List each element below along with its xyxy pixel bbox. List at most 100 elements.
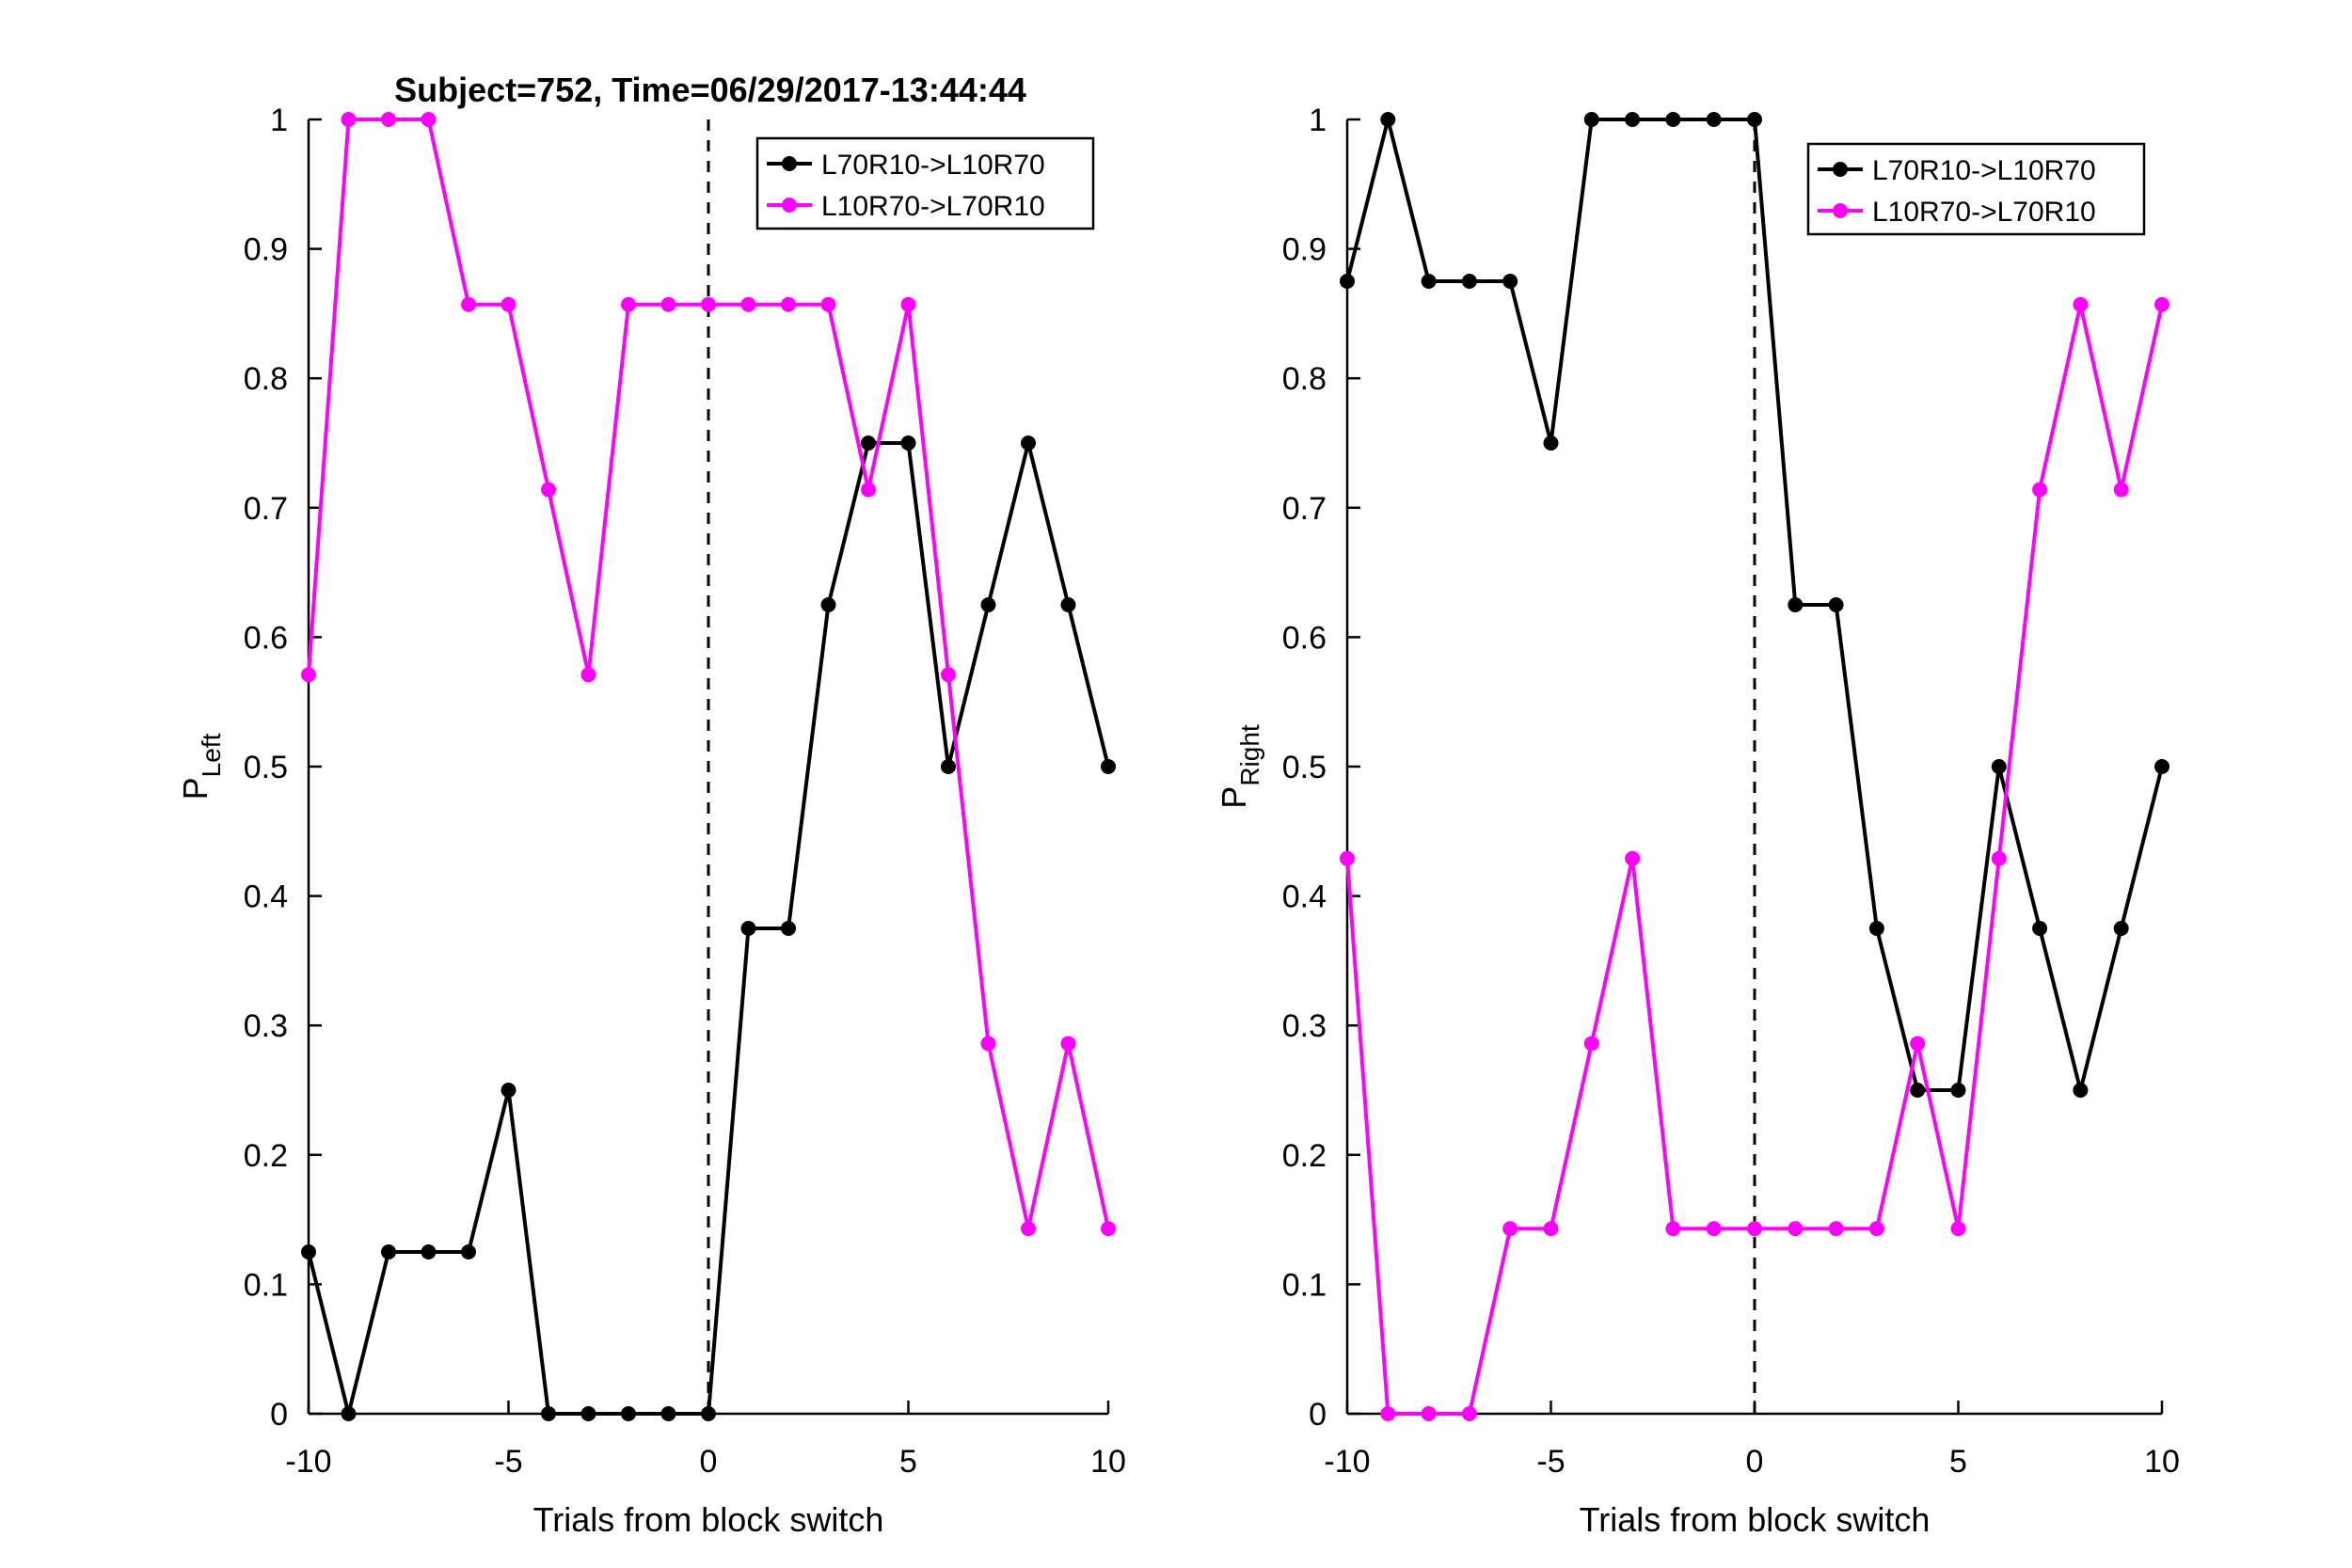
data-point-1 <box>1340 850 1355 866</box>
data-point-0 <box>1950 1083 1966 1098</box>
x-tick-label: 5 <box>899 1444 917 1480</box>
y-tick-label: 0.7 <box>1282 491 1327 527</box>
legend-swatch-marker <box>782 156 797 171</box>
data-point-0 <box>1706 112 1722 127</box>
data-point-1 <box>381 112 396 127</box>
data-point-1 <box>1421 1406 1437 1421</box>
data-point-0 <box>580 1406 596 1421</box>
y-axis-label-main: P <box>176 777 215 800</box>
chart-title: Subject=752, Time=06/29/2017-13:44:44 <box>394 71 1026 109</box>
data-point-1 <box>1991 850 2007 866</box>
left-panel: 0 0.1 0.2 0.3 0.4 0.5 0.6 0.7 0.8 0.9 1 -10 -5 0 5 10 Tr… <box>176 71 1126 1539</box>
data-point-1 <box>421 112 437 127</box>
data-point-1 <box>621 296 636 312</box>
data-point-0 <box>1747 112 1762 127</box>
legend-box <box>1806 142 2146 236</box>
legend-box <box>755 136 1095 230</box>
data-point-0 <box>341 1406 357 1421</box>
data-point-1 <box>1788 1221 1804 1237</box>
data-point-0 <box>1665 112 1681 127</box>
legend: L70R10->L10R70 L10R70->L70R10 <box>1806 142 2146 236</box>
data-point-0 <box>381 1244 396 1259</box>
data-point-1 <box>1502 1221 1518 1237</box>
x-tick-label: 10 <box>1090 1444 1126 1480</box>
y-tick-label: 0 <box>270 1397 288 1433</box>
data-point-0 <box>1101 759 1116 774</box>
y-tick-label: 0 <box>1309 1397 1327 1433</box>
legend-swatch-marker <box>782 198 797 213</box>
y-tick-label: 0.9 <box>1282 232 1327 268</box>
data-point-1 <box>1868 1221 1884 1237</box>
data-point-0 <box>701 1406 716 1421</box>
x-tick-label: 5 <box>1949 1444 1967 1480</box>
data-point-1 <box>1021 1221 1036 1237</box>
right-panel: 0 0.1 0.2 0.3 0.4 0.5 0.6 0.7 0.8 0.9 1 -10 -5 0 5 10 Tr… <box>1215 103 2180 1539</box>
data-point-1 <box>861 482 876 498</box>
data-point-0 <box>820 597 836 612</box>
data-point-0 <box>1021 436 1036 451</box>
data-point-1 <box>660 296 676 312</box>
data-point-1 <box>1461 1406 1477 1421</box>
data-point-1 <box>1543 1221 1559 1237</box>
data-point-0 <box>1502 274 1518 289</box>
data-point-1 <box>2113 482 2129 498</box>
data-point-0 <box>1625 112 1641 127</box>
y-tick-label: 0.5 <box>1282 750 1327 785</box>
data-point-0 <box>1828 597 1844 612</box>
x-tick-label: -10 <box>285 1444 331 1480</box>
data-point-0 <box>1461 274 1477 289</box>
data-point-1 <box>301 667 316 683</box>
data-point-1 <box>2032 482 2048 498</box>
y-axis-label: PRight <box>1215 724 1264 809</box>
data-point-0 <box>301 1244 316 1259</box>
data-point-0 <box>421 1244 437 1259</box>
legend-label: L10R70->L70R10 <box>821 191 1045 222</box>
data-point-1 <box>1380 1406 1396 1421</box>
data-point-1 <box>900 296 916 312</box>
x-tick-label: 10 <box>2144 1444 2180 1480</box>
data-point-0 <box>621 1406 636 1421</box>
x-tick-label: -5 <box>1536 1444 1565 1480</box>
data-point-0 <box>501 1083 516 1098</box>
data-point-0 <box>1543 436 1559 451</box>
y-tick-label: 0.1 <box>244 1267 288 1303</box>
y-axis-label-subscript: Right <box>1235 724 1264 786</box>
data-point-1 <box>941 667 956 683</box>
data-point-0 <box>2154 759 2169 774</box>
legend-label: L70R10->L10R70 <box>1872 155 2096 186</box>
x-axis-label: Trials from block switch <box>1580 1500 1931 1539</box>
y-tick-label: 0.2 <box>244 1138 288 1174</box>
data-point-0 <box>781 921 796 936</box>
y-tick-label: 0.1 <box>1282 1267 1327 1303</box>
data-point-1 <box>1828 1221 1844 1237</box>
x-tick-label: 0 <box>700 1444 718 1480</box>
y-tick-label: 0.5 <box>244 750 288 785</box>
data-point-1 <box>1060 1036 1076 1052</box>
data-point-1 <box>781 296 796 312</box>
data-point-0 <box>541 1406 556 1421</box>
data-point-1 <box>1625 850 1641 866</box>
data-point-0 <box>900 436 916 451</box>
data-point-1 <box>1950 1221 1966 1237</box>
data-point-1 <box>1665 1221 1681 1237</box>
y-tick-label: 0.2 <box>1282 1138 1327 1174</box>
data-point-0 <box>2113 921 2129 936</box>
data-point-0 <box>1380 112 1396 127</box>
data-point-1 <box>580 667 596 683</box>
data-point-0 <box>1421 274 1437 289</box>
data-point-1 <box>501 296 516 312</box>
y-tick-label: 0.6 <box>244 620 288 656</box>
data-point-1 <box>1101 1221 1116 1237</box>
data-point-0 <box>1060 597 1076 612</box>
x-tick-label: 0 <box>1746 1444 1764 1480</box>
y-axis-label-subscript: Left <box>197 733 226 777</box>
data-point-1 <box>2073 296 2089 312</box>
data-point-1 <box>341 112 357 127</box>
data-point-0 <box>740 921 756 936</box>
data-point-0 <box>1340 274 1355 289</box>
data-point-1 <box>740 296 756 312</box>
y-tick-label: 0.8 <box>244 361 288 397</box>
y-axis-label-main: P <box>1215 786 1253 809</box>
data-point-0 <box>461 1244 476 1259</box>
y-tick-label: 1 <box>270 103 288 138</box>
